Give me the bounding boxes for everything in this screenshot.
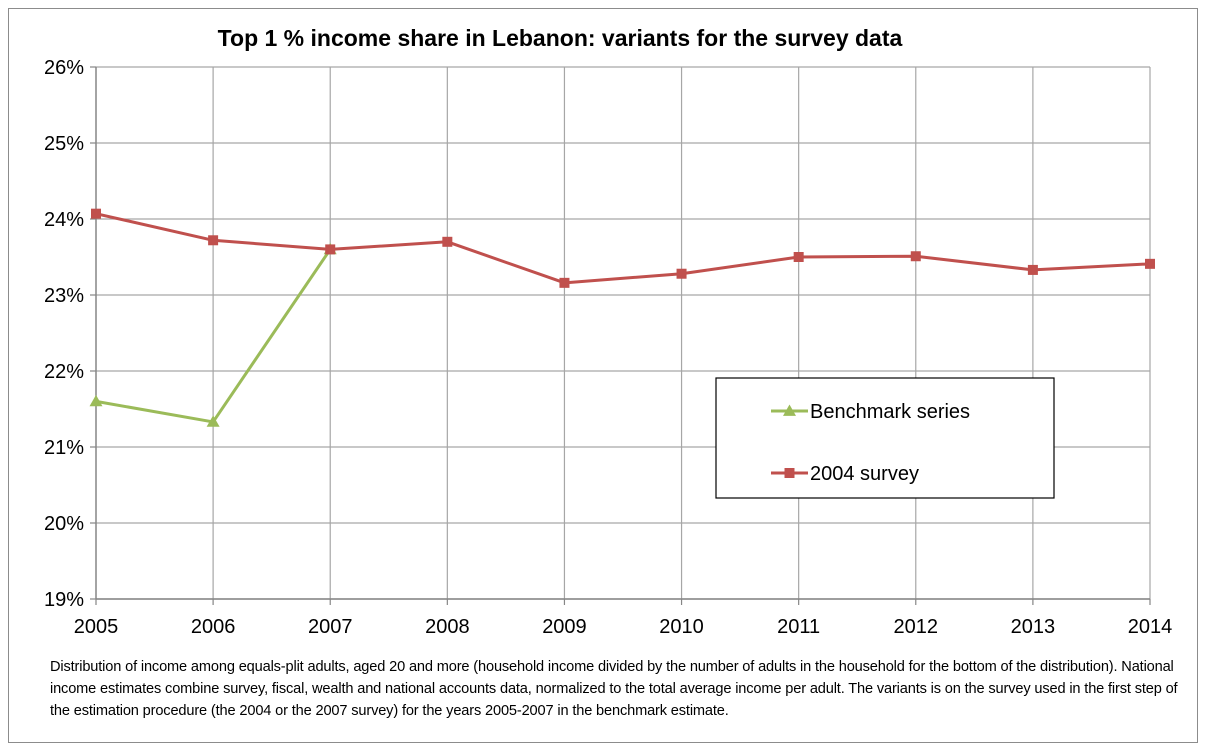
data-point xyxy=(1145,258,1155,269)
y-tick-label: 26% xyxy=(44,57,84,79)
gridlines xyxy=(95,66,1151,600)
legend-triangle-marker xyxy=(783,404,796,416)
chart-footnote: Distribution of income among equals-plit… xyxy=(50,659,1178,719)
data-point xyxy=(793,252,804,262)
x-tick-label: 2009 xyxy=(542,616,587,638)
legend-label: Benchmark series xyxy=(810,401,970,423)
data-point xyxy=(910,251,921,262)
y-tick-label: 19% xyxy=(44,589,84,611)
chart-frame xyxy=(8,8,1198,743)
x-tick-label: 2007 xyxy=(308,616,353,638)
y-axis-tick-labels: 19% 20% 21% 22% 23% 24% 25% 26% xyxy=(44,57,84,611)
data-point xyxy=(676,268,687,279)
x-tick-label: 2014 xyxy=(1128,616,1173,638)
x-tick-label: 2008 xyxy=(425,616,470,638)
series-line xyxy=(95,212,1151,285)
data-point xyxy=(208,235,219,246)
y-tick-label: 20% xyxy=(44,513,84,535)
chart-title: Top 1 % income share in Lebanon: variant… xyxy=(218,25,903,51)
y-tick-label: 24% xyxy=(44,209,84,231)
x-tick-label: 2006 xyxy=(191,616,236,638)
data-point xyxy=(559,277,570,288)
data-point xyxy=(442,236,453,247)
y-tick-label: 21% xyxy=(44,437,84,459)
data-point xyxy=(89,394,103,407)
series-2004-survey xyxy=(91,208,1155,288)
data-point xyxy=(206,415,220,427)
x-tick-label: 2013 xyxy=(1011,616,1056,638)
x-axis-tick-labels: 2005 2006 2007 2008 2009 2010 2011 2012 2013 2014 xyxy=(74,616,1173,638)
data-point xyxy=(1027,264,1038,275)
y-tick-label: 22% xyxy=(44,361,84,383)
y-tick-label: 23% xyxy=(44,285,84,307)
legend: Benchmark series 2004 survey xyxy=(715,377,1055,499)
legend-box xyxy=(715,377,1055,499)
x-tick-label: 2005 xyxy=(74,616,119,638)
legend-label: 2004 survey xyxy=(810,463,919,485)
x-tick-label: 2012 xyxy=(894,616,939,638)
data-point xyxy=(325,244,336,255)
legend-square-marker xyxy=(784,468,795,478)
x-tick-label: 2011 xyxy=(777,616,820,638)
data-point xyxy=(91,208,101,219)
axes xyxy=(90,66,1151,605)
x-tick-label: 2010 xyxy=(659,616,704,638)
y-tick-label: 25% xyxy=(44,133,84,155)
data-series xyxy=(89,208,1155,427)
